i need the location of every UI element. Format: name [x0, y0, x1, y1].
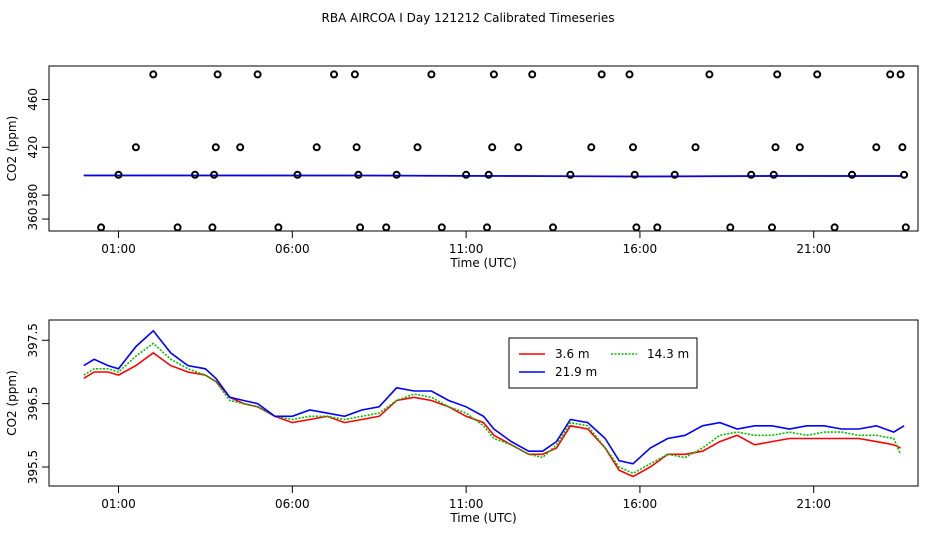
scatter-point [901, 223, 910, 232]
scatter-point [437, 223, 446, 232]
chart-title: RBA AIRCOA I Day 121212 Calibrated Times… [322, 11, 615, 25]
scatter-point [236, 143, 245, 152]
scatter-point [213, 70, 222, 79]
scatter-point [489, 70, 498, 79]
scatter-point [747, 170, 756, 179]
scatter-point [896, 70, 905, 79]
scatter-point [670, 170, 679, 179]
scatter-point [354, 170, 363, 179]
scatter-point [210, 170, 219, 179]
y-tick-label: 380 [26, 184, 40, 207]
x-tick-label: 21:00 [796, 497, 831, 511]
scatter-point [848, 170, 856, 179]
scatter-point [312, 143, 321, 152]
legend-label: 21.9 m [555, 365, 597, 379]
scatter-point [625, 70, 634, 79]
scatter-point [114, 170, 123, 179]
scatter-point [653, 223, 662, 232]
x-tick-label: 01:00 [101, 242, 136, 256]
scatter-point [528, 70, 537, 79]
x-tick-label: 01:00 [101, 497, 136, 511]
scatter-point [900, 170, 909, 179]
x-tick-label: 11:00 [449, 497, 484, 511]
scatter-point [705, 70, 714, 79]
x-axis-label: Time (UTC) [449, 511, 516, 525]
scatter-point [427, 70, 436, 79]
legend: 3.6 m 14.3 m 21.9 m [508, 337, 698, 389]
scatter-point [768, 223, 776, 232]
scatter-point [795, 143, 804, 152]
scatter-point [773, 70, 782, 79]
series-line-3-6-m-panel2 [83, 351, 901, 478]
scatter-point [886, 70, 895, 79]
scatter-point [382, 223, 391, 232]
scatter-point [771, 143, 780, 152]
scatter-point [830, 223, 839, 232]
plot-frame [48, 65, 919, 232]
scatter-point [330, 70, 338, 79]
scatter-point [484, 170, 493, 179]
scatter-point [813, 70, 822, 79]
scatter-point [726, 223, 735, 232]
scatter-point [691, 143, 700, 152]
legend-label: 3.6 m [555, 347, 590, 361]
scatter-point [352, 143, 361, 152]
series-line-21-9-m-panel1 [83, 174, 901, 178]
scatter-point [208, 223, 217, 232]
x-axis-label: Time (UTC) [449, 256, 516, 270]
scatter-point [769, 170, 778, 179]
y-axis-label: CO2 (ppm) [5, 370, 19, 436]
scatter-point [514, 143, 523, 152]
scatter-point [253, 70, 262, 79]
y-tick-label: 395.5 [26, 450, 40, 484]
x-tick-label: 21:00 [796, 242, 831, 256]
scatter-point [587, 143, 596, 152]
scatter-point [413, 143, 422, 152]
series-line-14-3-m-panel2 [83, 342, 902, 475]
scatter-point [629, 143, 637, 152]
y-tick-label: 397.5 [26, 323, 40, 357]
scatter-point [483, 223, 491, 232]
x-tick-label: 06:00 [275, 497, 310, 511]
bottom-panel: 01:00 06:00 11:00 16:00 21:00 Time (UTC) 395.5… [5, 319, 919, 525]
legend-box [508, 337, 698, 389]
scatter-point [898, 143, 907, 152]
scatter-point [149, 70, 158, 79]
x-tick-label: 11:00 [449, 242, 484, 256]
y-tick-label: 460 [26, 88, 40, 111]
y-tick-label: 396.5 [26, 386, 40, 420]
scatter-point [350, 70, 359, 79]
scatter-point [630, 170, 639, 179]
top-panel: 01:00 06:00 11:00 16:00 21:00 Time (UTC) 36038… [5, 65, 919, 270]
legend-label: 14.3 m [647, 347, 689, 361]
scatter-point [293, 170, 302, 179]
x-tick-label: 16:00 [623, 242, 658, 256]
scatter-point [597, 70, 606, 79]
scatter-point [97, 223, 106, 232]
scatter-point [191, 170, 199, 179]
scatter-point [462, 170, 471, 179]
scatter-point [549, 223, 557, 232]
y-tick-label: 420 [26, 136, 40, 159]
scatter-point [211, 143, 220, 152]
x-tick-label: 06:00 [275, 242, 310, 256]
scatter-point [131, 143, 140, 152]
scatter-point [632, 223, 641, 232]
y-tick-label: 360 [26, 208, 40, 231]
scatter-point [872, 143, 881, 152]
x-tick-label: 16:00 [623, 497, 658, 511]
scatter-point [274, 223, 283, 232]
scatter-point [356, 223, 365, 232]
series-line-21-9-m-panel2 [83, 329, 905, 465]
plot-frame [48, 319, 919, 487]
scatter-point [392, 170, 401, 179]
scatter-point [173, 223, 182, 232]
scatter-point [566, 170, 575, 179]
y-axis-label: CO2 (ppm) [5, 116, 19, 182]
scatter-point [488, 143, 497, 152]
